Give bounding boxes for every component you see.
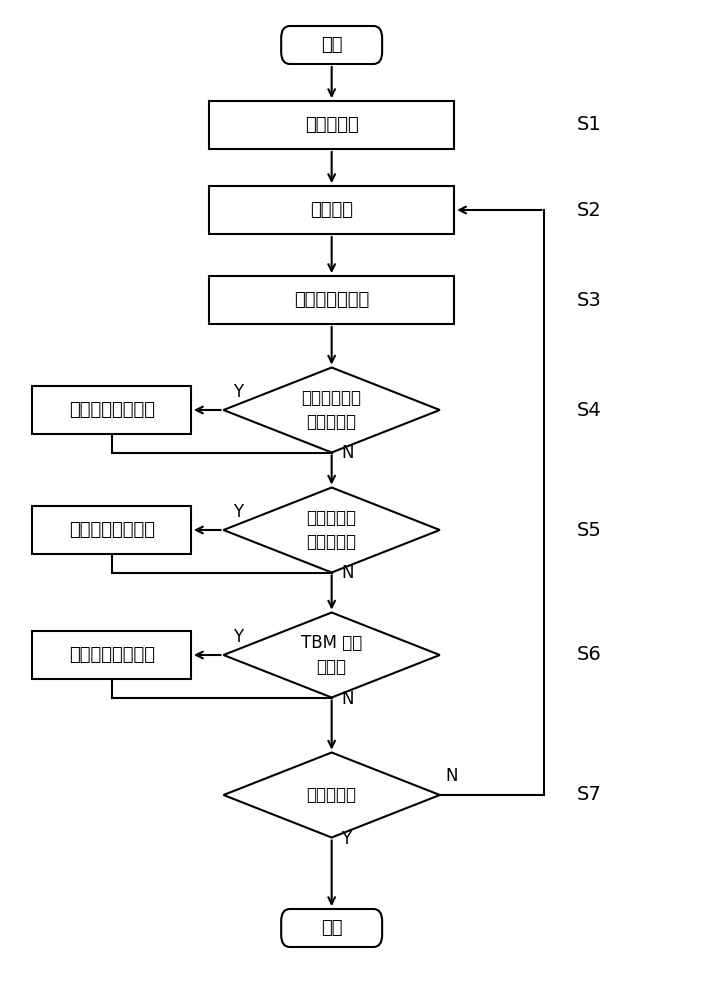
Text: N: N bbox=[341, 444, 353, 462]
Text: 按级别发声光报警: 按级别发声光报警 bbox=[68, 521, 155, 539]
Text: 开始: 开始 bbox=[321, 36, 342, 54]
Text: S7: S7 bbox=[577, 786, 601, 804]
Text: 手动更新终端编号: 手动更新终端编号 bbox=[68, 646, 155, 664]
Text: Y: Y bbox=[341, 830, 351, 848]
Text: Y: Y bbox=[233, 503, 243, 521]
Polygon shape bbox=[224, 488, 440, 572]
FancyBboxPatch shape bbox=[281, 909, 382, 947]
Text: N: N bbox=[341, 564, 353, 582]
Text: S4: S4 bbox=[577, 400, 601, 420]
Text: 有终端磨损量
警告报文？: 有终端磨损量 警告报文？ bbox=[301, 389, 362, 431]
Bar bbox=[209, 101, 454, 149]
Text: Y: Y bbox=[233, 628, 243, 646]
Text: 启动系统: 启动系统 bbox=[310, 201, 353, 219]
Text: 接收各终端报文: 接收各终端报文 bbox=[294, 291, 369, 309]
Text: N: N bbox=[446, 767, 458, 785]
Bar bbox=[209, 276, 454, 324]
Text: N: N bbox=[341, 690, 353, 708]
Text: S6: S6 bbox=[577, 646, 601, 664]
Polygon shape bbox=[224, 752, 440, 838]
Text: 结束: 结束 bbox=[321, 919, 342, 937]
Polygon shape bbox=[224, 612, 440, 698]
Text: 系统停工？: 系统停工？ bbox=[306, 786, 357, 804]
Bar bbox=[32, 506, 191, 554]
Text: 初始化系统: 初始化系统 bbox=[305, 116, 358, 134]
Text: S5: S5 bbox=[577, 520, 602, 540]
Text: S1: S1 bbox=[577, 115, 601, 134]
Text: 有终端温度
警告报文？: 有终端温度 警告报文？ bbox=[306, 509, 357, 551]
Text: Y: Y bbox=[233, 383, 243, 401]
Bar bbox=[209, 186, 454, 234]
Bar bbox=[32, 631, 191, 679]
Polygon shape bbox=[224, 367, 440, 452]
Text: 按级别发声光报警: 按级别发声光报警 bbox=[68, 401, 155, 419]
Text: S2: S2 bbox=[577, 200, 601, 220]
Text: S3: S3 bbox=[577, 290, 601, 310]
FancyBboxPatch shape bbox=[281, 26, 382, 64]
Bar bbox=[32, 386, 191, 434]
Text: TBM 停机
换刀？: TBM 停机 换刀？ bbox=[301, 634, 362, 676]
